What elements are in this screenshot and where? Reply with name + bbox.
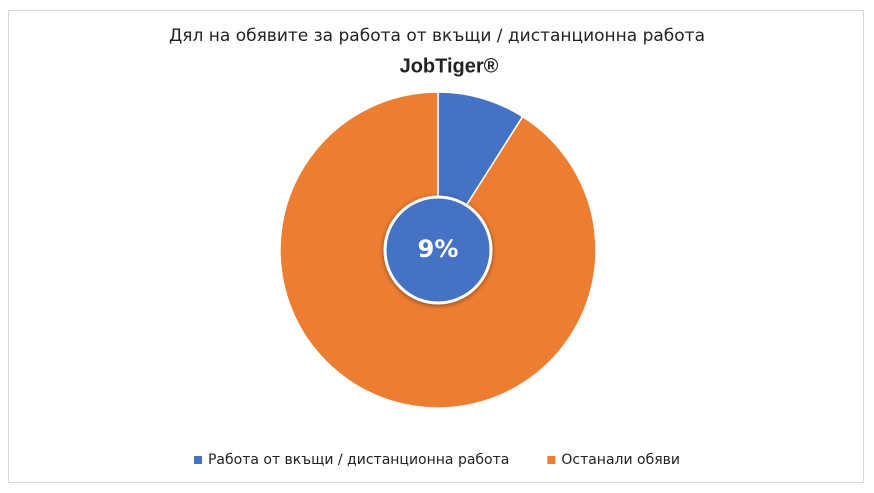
logo: JobTiger® bbox=[400, 55, 499, 77]
chart-title: Дял на обявите за работа от вкъщи / дист… bbox=[169, 26, 705, 46]
value-label: 9% bbox=[418, 235, 459, 263]
legend-swatch bbox=[547, 456, 556, 464]
legend-label: Останали обяви bbox=[561, 452, 680, 468]
center-badge bbox=[383, 195, 493, 305]
legend-swatch bbox=[193, 456, 202, 464]
legend-label: Работа от вкъщи / дистанционна работа bbox=[208, 452, 509, 468]
